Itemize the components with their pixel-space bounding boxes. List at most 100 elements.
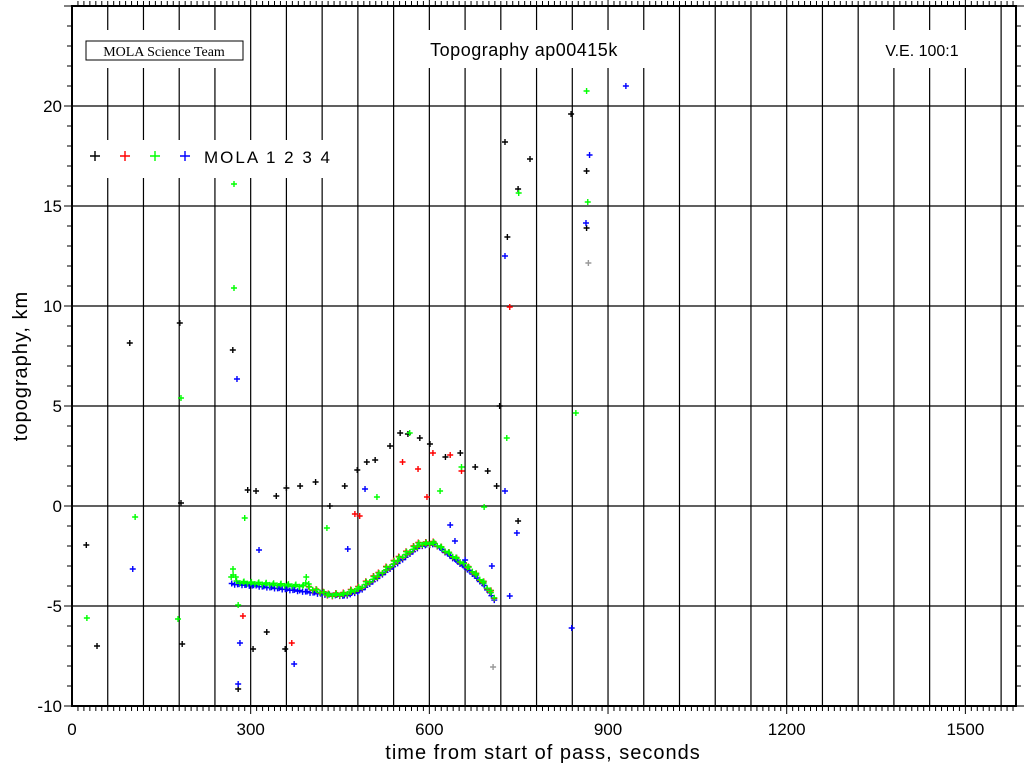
ground-track-mola4	[236, 581, 243, 588]
ground-track-mola4	[228, 580, 235, 587]
ground-track-mola3	[306, 584, 313, 590]
data-point-mola-4	[236, 640, 243, 646]
ground-track-mola3	[359, 584, 366, 591]
data-point-mola-4	[129, 566, 136, 572]
data-point-mola-3	[132, 514, 139, 520]
ground-track-mola3	[325, 591, 332, 597]
data-point-mola-1	[363, 459, 370, 465]
exaggeration-label: V.E. 100:1	[885, 43, 958, 60]
data-point-other	[490, 664, 497, 670]
ground-track-mola3	[480, 580, 487, 586]
data-point-mola-3	[177, 395, 184, 401]
data-point-mola-4	[291, 661, 298, 667]
data-point-mola-1	[527, 156, 534, 162]
x-tick-label: 900	[594, 720, 622, 739]
data-point-mola-2	[239, 613, 246, 619]
ground-track-mola3	[340, 590, 347, 596]
data-point-mola-1	[583, 168, 590, 174]
data-point-mola-2	[288, 640, 295, 646]
ground-track-mola3	[255, 579, 262, 586]
data-point-mola-4	[344, 546, 351, 552]
x-tick-label: 0	[67, 720, 76, 739]
data-point-mola-1	[442, 454, 449, 460]
ground-track-mola3	[449, 553, 456, 560]
data-point-mola-1	[496, 403, 503, 409]
ground-track-mola3	[484, 585, 491, 592]
ground-track-mola3	[379, 570, 386, 576]
ground-track-mola3	[446, 550, 453, 556]
data-point-mola-4	[235, 681, 242, 687]
ground-track-mola3	[248, 578, 255, 585]
ground-track-mola3	[438, 544, 445, 551]
credit-box	[85, 40, 244, 61]
ground-track-mola3	[259, 581, 266, 588]
ground-track-mola3	[374, 573, 381, 580]
data-point-mola-3	[406, 430, 413, 436]
ground-track-mola4	[291, 586, 298, 593]
data-point-mola-1	[126, 340, 133, 346]
y-tick-label: 15	[43, 197, 62, 216]
ground-track-mola3	[387, 564, 394, 570]
data-point-mola-2	[506, 304, 513, 310]
ground-track-mola3	[233, 578, 240, 584]
ground-track-mola3	[292, 581, 299, 588]
ground-track-mola3	[333, 590, 340, 597]
chart-title: Topography ap00415k	[430, 40, 618, 60]
x-axis-label: time from start of pass, seconds	[385, 742, 700, 764]
data-point-mola-1	[504, 234, 511, 240]
ground-track-mola3	[442, 548, 449, 555]
ground-track-mola3	[406, 549, 413, 555]
legend-marker-mola-1	[90, 151, 100, 161]
data-point-mola-4	[462, 557, 469, 563]
data-point-mola-4	[233, 376, 240, 382]
ground-track-mola3	[460, 560, 467, 567]
data-point-mola-1	[250, 646, 257, 652]
ground-track-mola3	[303, 574, 310, 580]
data-point-mola-1	[263, 629, 270, 635]
data-point-mola-3	[373, 494, 380, 500]
data-point-mola-4	[513, 530, 520, 536]
data-point-mola-4	[488, 563, 495, 569]
data-point-mola-3	[583, 88, 590, 94]
data-marks	[83, 83, 629, 692]
ground-track-mola3	[491, 594, 498, 601]
data-point-mola-1	[426, 441, 433, 447]
plot-frame	[71, 5, 1017, 707]
ground-track-mola3	[244, 580, 251, 587]
grid	[72, 6, 1016, 706]
y-tick-label: 10	[43, 297, 62, 316]
ground-track-mola3	[344, 591, 351, 597]
ground-track-mola3	[232, 574, 239, 580]
data-point-mola-1	[354, 467, 361, 473]
data-point-mola-1	[297, 483, 304, 489]
ground-track-mola3	[419, 541, 426, 548]
data-point-mola-2	[399, 459, 406, 465]
ground-track-mola3	[415, 540, 422, 546]
y-tick-label: 20	[43, 97, 62, 116]
ground-track-mola3	[366, 579, 373, 585]
ground-track-mola3	[476, 576, 483, 583]
data-point-mola-1	[312, 479, 319, 485]
data-point-mola-3	[241, 515, 248, 521]
ground-track-mola3	[348, 587, 355, 593]
data-point-mola-1	[177, 500, 184, 506]
data-point-mola-2	[351, 511, 358, 517]
data-point-mola-1	[94, 643, 101, 649]
data-point-mola-1	[397, 430, 404, 436]
ground-track-mola3	[266, 581, 273, 588]
ground-track-mola3	[469, 568, 476, 575]
y-tick-label: 0	[53, 497, 62, 516]
y-axis-label: topography, km	[10, 291, 32, 441]
data-point-mola-4	[447, 522, 454, 528]
ground-track-mola3	[414, 543, 421, 550]
data-point-mola-1	[416, 435, 423, 441]
data-point-mola-3	[584, 199, 591, 205]
data-point-mola-1	[493, 483, 500, 489]
ground-track-mola3	[430, 539, 437, 545]
data-point-mola-1	[176, 320, 183, 326]
data-point-mola-1	[387, 443, 394, 449]
ground-track-mola3	[423, 539, 430, 546]
data-point-mola-3	[230, 181, 237, 187]
data-point-mola-2	[447, 452, 454, 458]
data-point-mola-2	[356, 513, 363, 519]
